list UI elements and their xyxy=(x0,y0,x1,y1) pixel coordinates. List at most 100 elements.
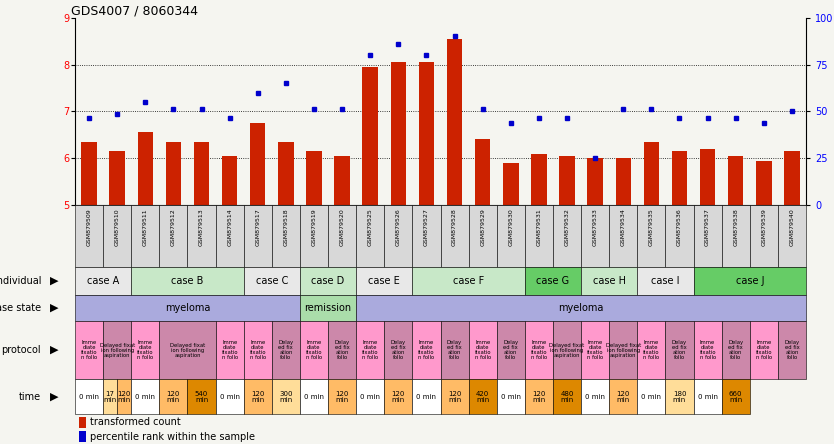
Bar xyxy=(666,379,694,414)
Text: protocol: protocol xyxy=(2,345,41,355)
Bar xyxy=(694,267,806,295)
Text: 300
min: 300 min xyxy=(279,391,293,403)
Bar xyxy=(244,205,272,267)
Text: 120
min: 120 min xyxy=(448,391,461,403)
Text: GSM879514: GSM879514 xyxy=(227,208,232,246)
Bar xyxy=(356,321,384,379)
Bar xyxy=(328,205,356,267)
Bar xyxy=(721,379,750,414)
Text: GDS4007 / 8060344: GDS4007 / 8060344 xyxy=(72,5,198,18)
Bar xyxy=(531,154,546,205)
Text: Delayed fixat
ion following
aspiration: Delayed fixat ion following aspiration xyxy=(99,342,135,357)
Bar xyxy=(671,151,687,205)
Text: case B: case B xyxy=(171,276,203,286)
Text: 120
min: 120 min xyxy=(616,391,630,403)
Text: GSM879512: GSM879512 xyxy=(171,208,176,246)
Text: GSM879535: GSM879535 xyxy=(649,208,654,246)
Text: GSM879533: GSM879533 xyxy=(593,208,598,246)
Text: case A: case A xyxy=(87,276,119,286)
Bar xyxy=(75,321,103,379)
Bar xyxy=(560,156,575,205)
Bar xyxy=(75,267,131,295)
Bar xyxy=(694,321,721,379)
Bar xyxy=(721,321,750,379)
Text: Delay
ed fix
ation
follo: Delay ed fix ation follo xyxy=(279,340,294,360)
Bar xyxy=(525,267,581,295)
Bar xyxy=(222,156,238,205)
Bar xyxy=(497,205,525,267)
Bar xyxy=(334,156,349,205)
Bar xyxy=(750,205,778,267)
Text: GSM879527: GSM879527 xyxy=(424,208,429,246)
Bar xyxy=(778,205,806,267)
Bar xyxy=(412,205,440,267)
Bar xyxy=(390,62,406,205)
Text: GSM879511: GSM879511 xyxy=(143,208,148,246)
Bar xyxy=(188,205,215,267)
Text: GSM879513: GSM879513 xyxy=(199,208,204,246)
Bar xyxy=(728,156,743,205)
Text: GSM879528: GSM879528 xyxy=(452,208,457,246)
Bar xyxy=(79,417,86,428)
Text: 180
min: 180 min xyxy=(673,391,686,403)
Text: GSM879530: GSM879530 xyxy=(508,208,513,246)
Bar xyxy=(581,379,609,414)
Text: 0 min: 0 min xyxy=(697,393,717,400)
Bar xyxy=(188,379,215,414)
Bar xyxy=(419,62,435,205)
Text: case H: case H xyxy=(593,276,626,286)
Bar xyxy=(159,379,188,414)
Text: GSM879529: GSM879529 xyxy=(480,208,485,246)
Text: Imme
diate
fixatio
n follo: Imme diate fixatio n follo xyxy=(306,340,322,360)
Bar xyxy=(637,267,694,295)
Bar xyxy=(193,142,209,205)
Text: 120
min: 120 min xyxy=(335,391,349,403)
Bar xyxy=(581,205,609,267)
Text: ▶: ▶ xyxy=(50,303,58,313)
Bar xyxy=(497,321,525,379)
Text: 540
min: 540 min xyxy=(195,391,208,403)
Bar xyxy=(412,321,440,379)
Text: Delayed fixat
ion following
aspiration: Delayed fixat ion following aspiration xyxy=(170,342,205,357)
Bar xyxy=(300,295,356,321)
Text: 120
min: 120 min xyxy=(532,391,545,403)
Bar xyxy=(384,205,412,267)
Text: 0 min: 0 min xyxy=(500,393,520,400)
Bar xyxy=(103,321,131,379)
Bar xyxy=(272,321,300,379)
Text: case J: case J xyxy=(736,276,764,286)
Text: Imme
diate
fixatio
n follo: Imme diate fixatio n follo xyxy=(475,340,491,360)
Text: Imme
diate
fixatio
n follo: Imme diate fixatio n follo xyxy=(700,340,716,360)
Text: transformed count: transformed count xyxy=(90,417,181,428)
Bar xyxy=(756,161,771,205)
Bar xyxy=(215,321,244,379)
Text: Imme
diate
fixatio
n follo: Imme diate fixatio n follo xyxy=(756,340,772,360)
Text: Delay
ed fix
ation
follo: Delay ed fix ation follo xyxy=(672,340,687,360)
Bar xyxy=(75,205,103,267)
Bar xyxy=(131,267,244,295)
Bar xyxy=(784,151,800,205)
Text: Delay
ed fix
ation
follo: Delay ed fix ation follo xyxy=(785,340,800,360)
Bar xyxy=(272,379,300,414)
Bar xyxy=(412,379,440,414)
Bar xyxy=(306,151,322,205)
Text: 0 min: 0 min xyxy=(79,393,99,400)
Bar xyxy=(356,295,806,321)
Bar xyxy=(159,321,215,379)
Bar xyxy=(138,132,153,205)
Bar xyxy=(244,321,272,379)
Text: GSM879531: GSM879531 xyxy=(536,208,541,246)
Text: 660
min: 660 min xyxy=(729,391,742,403)
Bar xyxy=(103,205,131,267)
Bar xyxy=(159,205,188,267)
Bar xyxy=(666,321,694,379)
Bar xyxy=(609,379,637,414)
Text: 0 min: 0 min xyxy=(641,393,661,400)
Text: case C: case C xyxy=(255,276,288,286)
Text: case E: case E xyxy=(369,276,400,286)
Text: GSM879526: GSM879526 xyxy=(396,208,401,246)
Bar xyxy=(587,158,603,205)
Bar xyxy=(384,379,412,414)
Bar xyxy=(272,205,300,267)
Bar xyxy=(525,205,553,267)
